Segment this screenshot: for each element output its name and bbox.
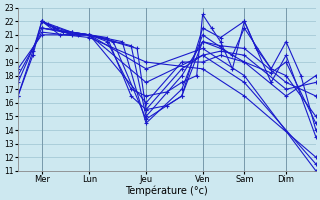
X-axis label: Température (°c): Température (°c) — [125, 185, 208, 196]
